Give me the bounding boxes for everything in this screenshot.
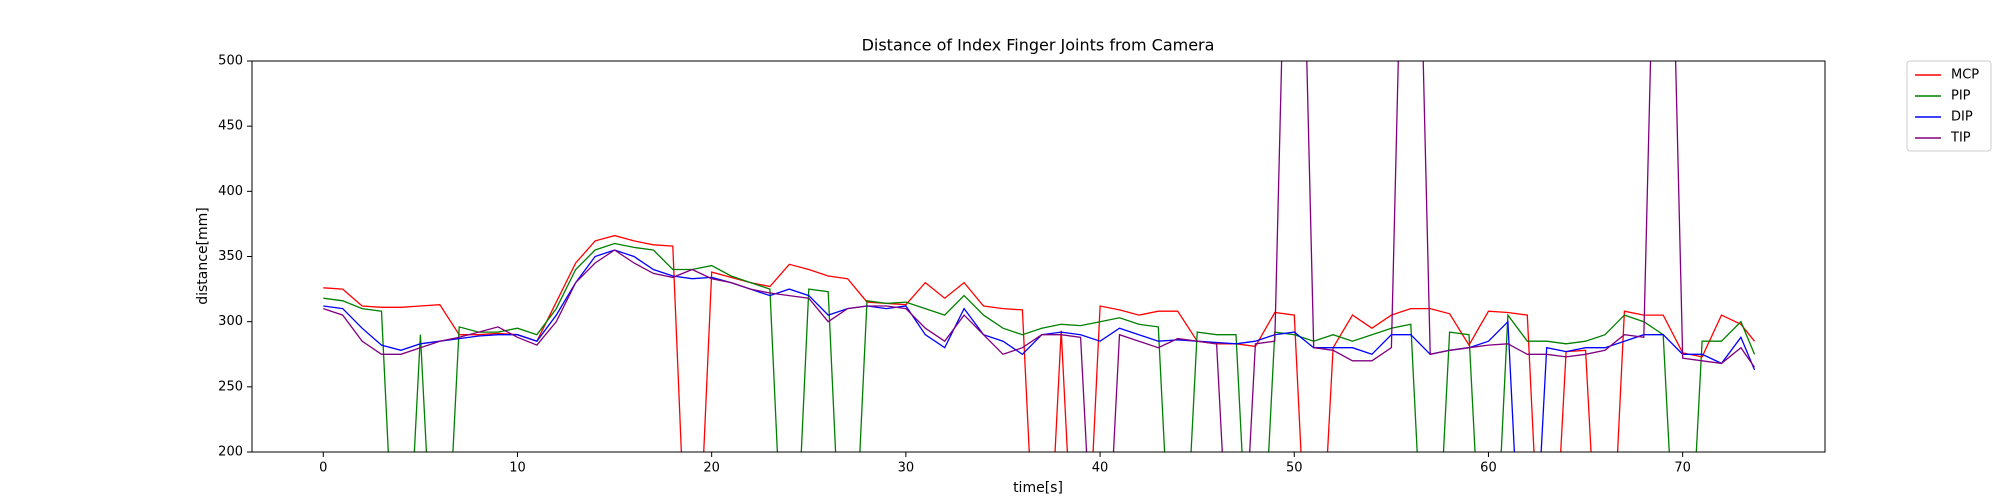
x-axis-label: time[s] [1013, 480, 1063, 496]
plot-lines [323, 61, 1756, 452]
legend: MCP PIP DIP TIP [1906, 60, 1992, 152]
y-tick-label: 350 [218, 249, 243, 264]
x-tick-label: 0 [319, 461, 327, 476]
y-tick-label: 500 [218, 54, 243, 69]
legend-label: PIP [1951, 89, 1971, 104]
x-tick-label: 10 [509, 461, 526, 476]
axes: 0 10 20 30 40 50 60 70 200 250 300 350 400 450 500 [218, 54, 1691, 476]
y-tick-label: 400 [218, 184, 243, 199]
series-line [323, 61, 1756, 452]
x-tick-label: 70 [1674, 461, 1691, 476]
legend-label: DIP [1951, 110, 1973, 125]
legend-label: TIP [1950, 131, 1971, 146]
legend-frame [1906, 60, 1992, 152]
series-line [323, 249, 1756, 452]
y-axis-label: distance[mm] [195, 207, 211, 305]
x-tick-label: 50 [1286, 461, 1303, 476]
plot-frame [251, 60, 1826, 453]
x-tick-label: 30 [898, 461, 915, 476]
chart-title: Distance of Index Finger Joints from Cam… [862, 36, 1215, 55]
legend-label: MCP [1951, 68, 1979, 83]
y-tick-label: 250 [218, 379, 243, 394]
x-tick-label: 20 [703, 461, 720, 476]
y-tick-label: 300 [218, 314, 243, 329]
series-line [323, 242, 1756, 452]
x-tick-label: 40 [1092, 461, 1109, 476]
x-tick-label: 60 [1480, 461, 1497, 476]
y-tick-label: 200 [218, 445, 243, 460]
series-line [323, 234, 1756, 452]
y-tick-label: 450 [218, 119, 243, 134]
